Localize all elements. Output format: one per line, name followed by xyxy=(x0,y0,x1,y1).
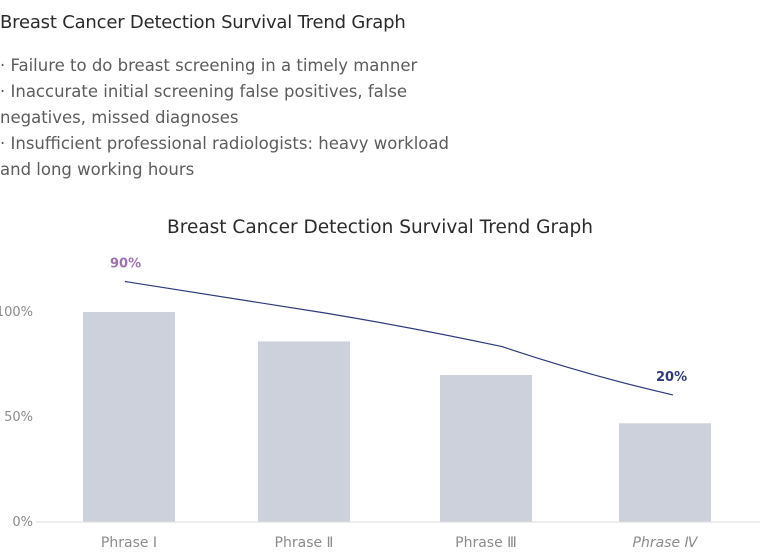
bar xyxy=(83,312,175,522)
data-label-first: 90% xyxy=(110,257,141,272)
y-tick-label: 0% xyxy=(12,515,33,530)
survival-trend-chart: Breast Cancer Detection Survival Trend G… xyxy=(0,217,760,551)
bullet-item: · Inaccurate initial screening false pos… xyxy=(0,82,408,127)
y-tick-label: 50% xyxy=(4,410,33,425)
bar xyxy=(258,341,350,522)
bullet-item: · Failure to do breast screening in a ti… xyxy=(0,56,418,75)
trend-line xyxy=(124,280,674,396)
page-title: Breast Cancer Detection Survival Trend G… xyxy=(0,12,406,33)
chart-title: Breast Cancer Detection Survival Trend G… xyxy=(167,217,593,238)
bullet-list: · Failure to do breast screening in a ti… xyxy=(0,53,480,183)
x-tick-label: Phrase Ⅲ xyxy=(455,535,517,551)
data-label-last: 20% xyxy=(656,370,687,385)
bar xyxy=(440,375,532,522)
y-tick-label: 100% xyxy=(0,305,33,320)
x-tick-label: Phrase Ⅰ xyxy=(101,535,157,551)
bar xyxy=(619,423,711,522)
bullet-item: · Insufficient professional radiologists… xyxy=(0,134,449,179)
x-tick-label: Phrase Ⅳ xyxy=(633,535,699,551)
x-tick-label: Phrase Ⅱ xyxy=(275,535,334,551)
